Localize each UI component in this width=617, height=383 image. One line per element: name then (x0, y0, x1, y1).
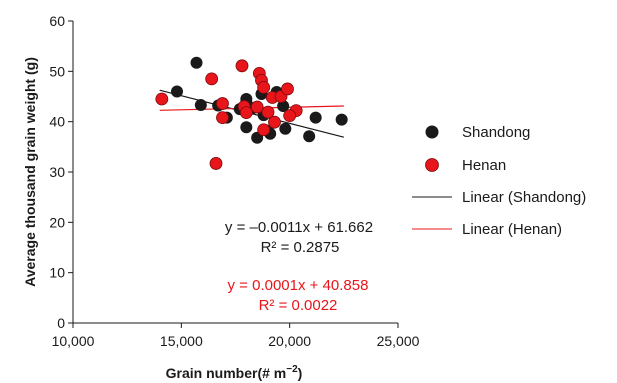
point-shandong (335, 113, 348, 126)
point-henan (235, 59, 249, 73)
shandong-equation: y = –0.0011x + 61.662 (225, 219, 373, 236)
legend-marker-shandong (425, 125, 439, 139)
legend-label-shandong: Shandong (462, 124, 530, 141)
x-axis-title: Grain number(# m−2) (166, 364, 303, 381)
henan-r-squared: R² = 0.0022 (259, 297, 338, 314)
point-henan (209, 157, 223, 170)
point-shandong (279, 122, 292, 135)
axes: 0 10 20 30 40 50 60 10,000 15,000 20,000 25,000 (49, 13, 419, 349)
x-axis-title-main: Grain number(# m (166, 365, 287, 381)
y-tick-label: 20 (49, 214, 65, 230)
trendline-equations: y = –0.0011x + 61.662 R² = 0.2875 y = 0.… (225, 219, 373, 314)
x-tick-label: 25,000 (377, 333, 420, 349)
legend-item-linear-henan: Linear (Henan) (412, 221, 562, 238)
point-shandong (240, 121, 253, 134)
y-tick-label: 10 (49, 265, 65, 281)
point-shandong (190, 56, 203, 69)
legend-item-linear-shandong: Linear (Shandong) (412, 189, 586, 206)
point-shandong (194, 99, 207, 112)
legend-item-henan: Henan (425, 157, 506, 174)
point-henan (261, 105, 275, 119)
point-henan (257, 123, 271, 137)
point-henan (257, 81, 271, 94)
x-tick-label: 10,000 (52, 333, 95, 349)
y-tick-label: 50 (49, 63, 65, 79)
henan-equation: y = 0.0001x + 40.858 (228, 277, 369, 294)
point-henan (239, 106, 253, 120)
legend-label-linear-shandong: Linear (Shandong) (462, 189, 586, 206)
point-shandong (309, 111, 322, 124)
x-tick-label: 20,000 (268, 333, 311, 349)
x-tick-label: 15,000 (160, 333, 203, 349)
point-henan (268, 115, 281, 129)
y-ticks: 0 10 20 30 40 50 60 (49, 13, 73, 331)
x-axis-title-exponent: −2 (286, 364, 298, 375)
point-henan (155, 92, 169, 106)
legend-marker-henan (425, 158, 439, 172)
y-tick-label: 30 (49, 164, 65, 180)
point-henan (216, 97, 229, 110)
legend-item-shandong: Shandong (425, 124, 530, 141)
shandong-r-squared: R² = 0.2875 (261, 239, 340, 256)
legend-label-linear-henan: Linear (Henan) (462, 221, 562, 238)
x-ticks: 10,000 15,000 20,000 25,000 (52, 323, 420, 349)
data-points (155, 56, 348, 170)
point-shandong (277, 100, 290, 113)
point-shandong (171, 85, 183, 98)
point-henan (281, 82, 294, 96)
point-henan (205, 72, 219, 86)
point-shandong (303, 130, 316, 143)
x-axis-title-close: ) (298, 365, 303, 381)
legend: Shandong Henan Linear (Shandong) Linear … (412, 124, 586, 238)
y-tick-label: 60 (49, 13, 65, 29)
y-tick-label: 40 (49, 114, 65, 130)
y-tick-label: 0 (57, 315, 65, 331)
legend-label-henan: Henan (462, 157, 506, 174)
point-henan (216, 111, 229, 125)
point-henan (283, 109, 297, 123)
point-henan (250, 100, 264, 114)
y-axis-title: Average thousand grain weight (g) (22, 57, 38, 287)
